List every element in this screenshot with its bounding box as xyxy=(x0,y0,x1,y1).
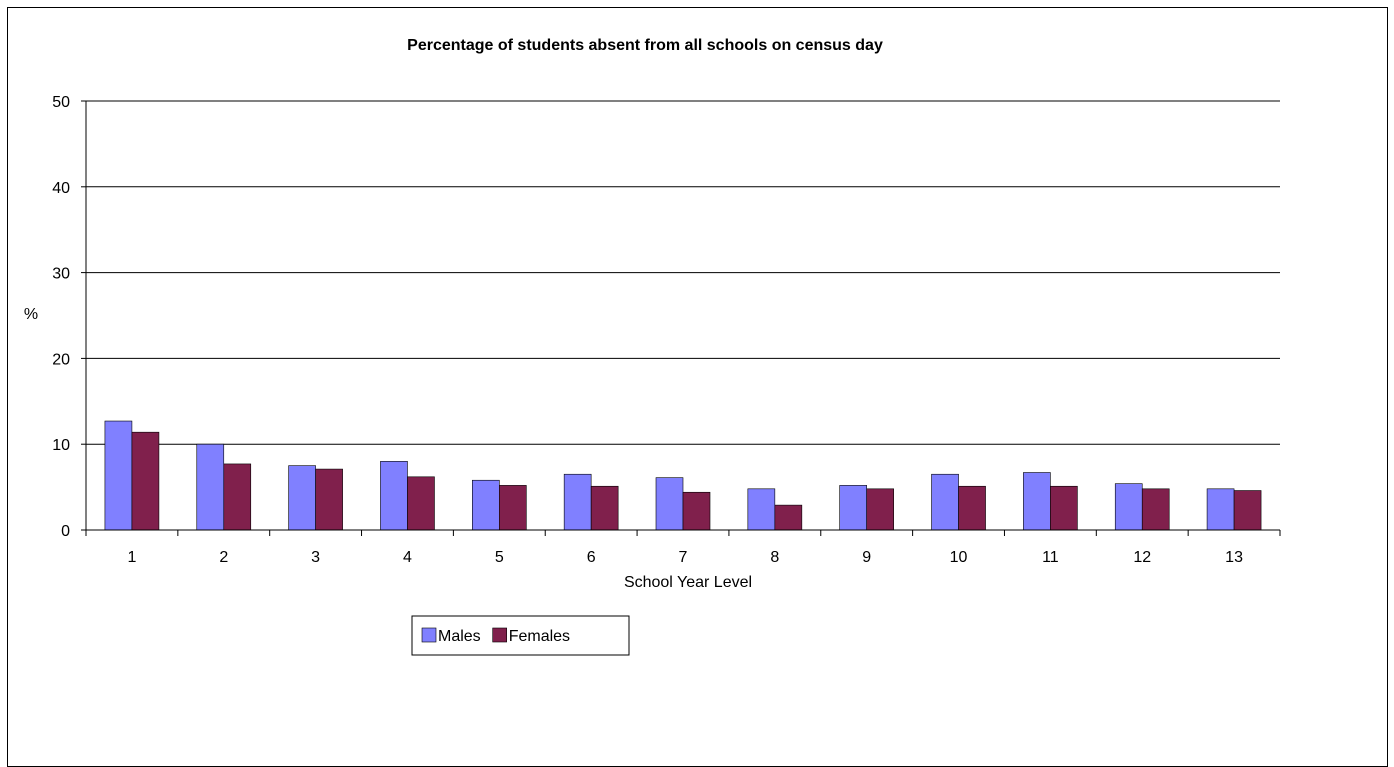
gridlines xyxy=(86,100,1280,445)
bar-females-13 xyxy=(1233,490,1262,531)
y-tick-label: 30 xyxy=(52,266,70,283)
bar-females-10 xyxy=(958,485,986,531)
chart-frame xyxy=(7,7,1388,767)
bar-females-9 xyxy=(866,488,894,531)
legend-box xyxy=(411,615,630,656)
bar-males-1 xyxy=(104,420,133,531)
legend-swatch-females xyxy=(492,627,507,643)
bar-females-8 xyxy=(774,504,803,531)
bar-males-9 xyxy=(839,485,867,531)
bar-males-10 xyxy=(931,473,959,531)
legend-swatch-males xyxy=(421,627,437,643)
legend-label-females: Females xyxy=(509,628,570,645)
bar-females-5 xyxy=(499,485,527,531)
x-tick-label: 3 xyxy=(311,549,320,566)
bars xyxy=(104,420,1262,531)
x-tick-label: 4 xyxy=(403,549,412,566)
bar-females-7 xyxy=(682,491,711,531)
y-tick-label: 0 xyxy=(61,523,70,540)
bar-females-6 xyxy=(590,485,619,531)
bar-males-12 xyxy=(1114,483,1143,531)
x-tick-label: 1 xyxy=(127,549,136,566)
legend-label-males: Males xyxy=(438,628,481,645)
bar-females-1 xyxy=(131,431,160,531)
x-tick-label: 11 xyxy=(1042,549,1059,566)
x-tick-label: 9 xyxy=(862,549,871,566)
y-tick-label: 20 xyxy=(52,351,70,368)
x-tick-label: 7 xyxy=(679,549,688,566)
x-tick-label: 8 xyxy=(770,549,779,566)
bar-males-11 xyxy=(1023,472,1051,531)
bar-males-7 xyxy=(655,477,684,531)
bar-females-12 xyxy=(1141,488,1170,531)
y-tick-label: 50 xyxy=(52,94,70,111)
bar-males-6 xyxy=(563,473,592,531)
bar-males-5 xyxy=(472,479,500,531)
bar-males-4 xyxy=(380,461,408,531)
x-axis-label: School Year Level xyxy=(624,574,752,591)
bar-males-13 xyxy=(1206,488,1235,531)
x-tick-label: 5 xyxy=(495,549,504,566)
chart-title: Percentage of students absent from all s… xyxy=(407,37,883,54)
y-tick-label: 10 xyxy=(52,437,70,454)
bar-males-3 xyxy=(288,465,316,531)
y-axis-label: % xyxy=(24,306,38,323)
x-tick-label: 13 xyxy=(1225,549,1243,566)
x-tick-label: 12 xyxy=(1133,549,1151,566)
x-tick-label: 2 xyxy=(219,549,228,566)
x-tick-label: 6 xyxy=(587,549,596,566)
bar-males-2 xyxy=(196,443,225,531)
bar-females-2 xyxy=(223,463,252,531)
legend: Males Females xyxy=(411,615,630,656)
bar-females-4 xyxy=(407,476,435,531)
bar-females-3 xyxy=(315,468,343,531)
x-tick-label: 10 xyxy=(950,549,968,566)
bar-males-8 xyxy=(747,488,776,531)
bar-females-11 xyxy=(1050,485,1078,531)
y-tick-label: 40 xyxy=(52,180,70,197)
